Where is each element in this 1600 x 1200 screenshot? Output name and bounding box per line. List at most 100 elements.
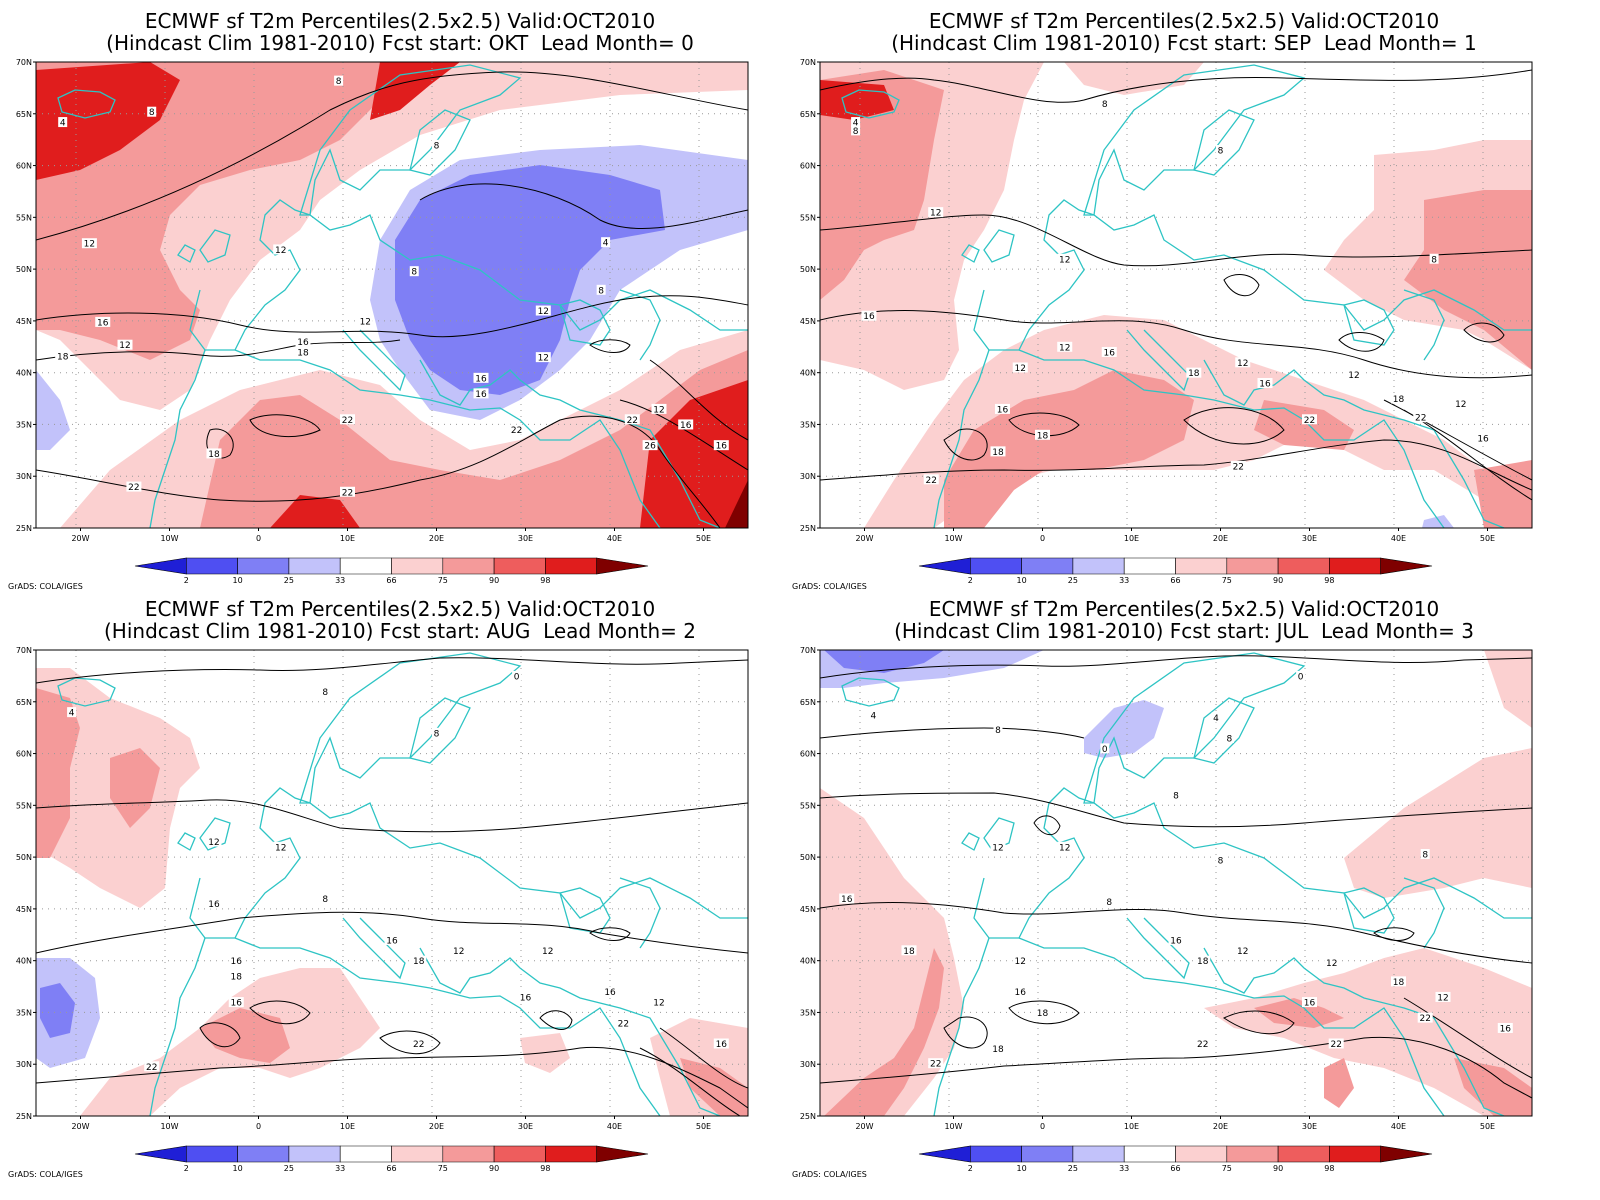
contour-label: 18 — [57, 353, 69, 363]
colorbar-segment — [1380, 1145, 1433, 1163]
contour-label-bg — [624, 414, 640, 425]
contour-label-bg — [451, 945, 467, 956]
map-panel-lead-1: ECMWF sf T2m Percentiles(2.5x2.5) Valid:… — [784, 0, 1584, 600]
lon-label: 40E — [1391, 1122, 1406, 1131]
contour-label: 12 — [1015, 957, 1026, 967]
contour-label: 18 — [1393, 395, 1405, 405]
contour-label-bg — [512, 670, 522, 681]
contour-label: 22 — [1419, 1014, 1430, 1024]
percentile-map: 0 8 4 8 12 12 16 8 16 12 18 12 16 18 16 16 16 12 22 22 16 22 … — [16, 646, 749, 1173]
lon-label: 50E — [696, 534, 711, 543]
contour-label-bg — [1216, 855, 1225, 866]
contour-label-bg — [1104, 896, 1114, 907]
contour-label-bg — [334, 75, 344, 86]
contour-label: 22 — [146, 1063, 157, 1073]
contour-label: 12 — [1059, 343, 1070, 353]
lat-label: 70N — [800, 58, 816, 67]
contour-label: 18 — [1197, 957, 1209, 967]
contour-label-bg — [868, 710, 878, 721]
lat-label: 40N — [16, 369, 32, 378]
contour-label-bg — [990, 841, 1006, 852]
contour-label-bg — [320, 686, 330, 697]
lon-label: 20E — [1213, 534, 1228, 543]
colorbar-segment — [1021, 557, 1074, 575]
contour-label-bg — [340, 414, 355, 425]
contour-label: 18 — [231, 973, 243, 983]
contour-label: 22 — [1415, 414, 1426, 424]
contour-label-bg — [1012, 986, 1028, 997]
shade-above-75-africa — [200, 350, 748, 528]
contour-label: 18 — [1037, 1009, 1049, 1019]
colorbar-label: 66 — [386, 576, 396, 585]
contour-label: 8 — [1422, 851, 1428, 861]
colorbar-label: 25 — [1068, 576, 1078, 585]
colorbar-label: 25 — [284, 1164, 294, 1173]
contour-label-bg — [1346, 369, 1362, 380]
lat-label: 60N — [16, 162, 32, 171]
colorbar-label: 98 — [540, 576, 550, 585]
colorbar-label: 2 — [968, 1164, 973, 1173]
colorbar-segment — [1123, 1145, 1176, 1163]
colorbar-segment — [1123, 557, 1176, 575]
contour-label-bg — [509, 424, 525, 435]
contour-label: 26 — [644, 442, 656, 452]
lat-label: 70N — [800, 646, 816, 655]
lon-label: 20E — [429, 1122, 444, 1131]
contour-label: 8 — [853, 127, 859, 137]
colorbar-segment — [596, 1145, 649, 1163]
lon-label: 0 — [256, 1122, 261, 1131]
grads-credit: GrADS: COLA/IGES — [8, 1170, 83, 1179]
shaded-regions: 0 4 8 0 4 8 8 12 12 16 8 8 18 8 16 12 18 12 12 16 18 16 18 12 22… — [820, 650, 1532, 1116]
contour-label: 16 — [520, 993, 532, 1003]
lon-label: 40E — [1391, 534, 1406, 543]
colorbar-segment — [134, 1145, 187, 1163]
contour-label-bg — [1171, 789, 1181, 800]
contour-label: 22 — [618, 1019, 629, 1029]
contour-label: 16 — [231, 999, 243, 1009]
contour-label-bg — [411, 955, 427, 966]
contour-label-bg — [1417, 1012, 1433, 1023]
colorbar-label: 98 — [1324, 1164, 1334, 1173]
colorbar-label: 10 — [233, 576, 243, 585]
percentile-map: 4888812121612121618121612182212162222181… — [800, 58, 1533, 585]
contour-label: 18 — [1037, 431, 1049, 441]
contour-label-bg — [1230, 460, 1246, 471]
contour-label-bg — [839, 893, 855, 904]
contour-label-bg — [1101, 346, 1117, 357]
contour-label: 16 — [1259, 380, 1271, 390]
colorbar-label: 75 — [438, 1164, 448, 1173]
contour-label-bg — [713, 440, 729, 451]
grads-credit: GrADS: COLA/IGES — [8, 582, 83, 591]
contour-label: 16 — [1477, 434, 1489, 444]
contour-label: 4 — [603, 239, 609, 249]
contour-label: 18 — [1188, 369, 1200, 379]
lat-label: 35N — [800, 1008, 816, 1017]
lat-label: 50N — [800, 853, 816, 862]
lat-label: 45N — [16, 905, 32, 914]
contour-label: 12 — [360, 317, 371, 327]
colorbar-label: 75 — [1222, 576, 1232, 585]
colorbar-label: 90 — [489, 576, 499, 585]
colorbar-segment — [970, 1145, 1022, 1163]
contour-labels: 0 8 4 8 12 12 16 8 16 12 18 12 16 18 16 16 16 12 22 22 16 22 — [67, 670, 729, 1073]
colorbar-label: 2 — [184, 1164, 189, 1173]
contour-label-bg — [928, 207, 944, 218]
contour-label: 16 — [1304, 999, 1316, 1009]
colorbar-segment — [288, 1145, 341, 1163]
contour-label-bg — [411, 1038, 427, 1049]
colorbar-segment — [442, 1145, 495, 1163]
lon-label: 10E — [340, 534, 355, 543]
contour-label: 8 — [434, 729, 440, 739]
contour-label: 8 — [322, 688, 328, 698]
contour-label-bg — [540, 945, 556, 956]
contour-label-bg — [67, 707, 77, 718]
lon-label: 40E — [607, 534, 622, 543]
lat-label: 40N — [800, 957, 816, 966]
lon-label: 20W — [855, 534, 873, 543]
contour-label-bg — [1391, 976, 1406, 987]
shade-above-75-arabia — [1324, 1058, 1354, 1108]
contour-label: 8 — [598, 286, 604, 296]
panel-title-line2: (Hindcast Clim 1981-2010) Fcst start: JU… — [894, 619, 1474, 643]
contour-label: 12 — [538, 354, 549, 364]
